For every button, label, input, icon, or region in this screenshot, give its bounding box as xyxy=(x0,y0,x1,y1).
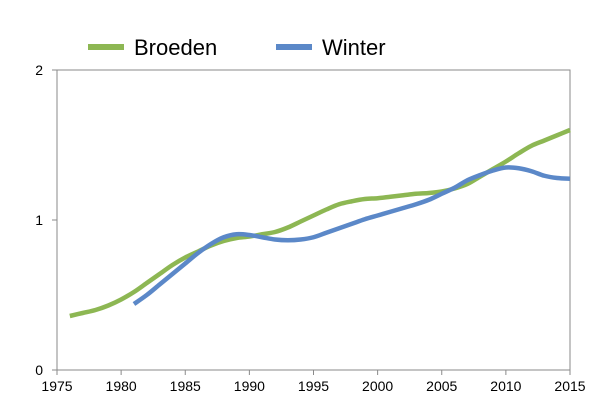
y-tick-label: 1 xyxy=(35,212,43,228)
y-tick-label: 2 xyxy=(35,62,43,78)
series-lines xyxy=(69,127,571,319)
x-tick-label: 2010 xyxy=(490,378,521,394)
x-tick-label: 1985 xyxy=(170,378,201,394)
x-tick-label: 2015 xyxy=(554,378,585,394)
legend-item-winter: Winter xyxy=(276,35,386,60)
x-tick-label: 1995 xyxy=(298,378,329,394)
axes xyxy=(56,69,571,371)
x-tick-label: 1975 xyxy=(41,378,72,394)
y-tick-label: 0 xyxy=(35,362,43,378)
legend-label-winter: Winter xyxy=(322,35,386,60)
legend-item-broeden: Broeden xyxy=(88,35,217,60)
plot-area-frame xyxy=(56,69,571,371)
series-line-broeden xyxy=(69,127,571,319)
legend: Broeden Winter xyxy=(88,35,386,60)
series-line-winter xyxy=(132,165,571,306)
legend-label-broeden: Broeden xyxy=(134,35,217,60)
x-tick-label: 1980 xyxy=(106,378,137,394)
x-tick-label: 1990 xyxy=(234,378,265,394)
x-tick-label: 2005 xyxy=(426,378,457,394)
tick-labels: 1975 1980 1985 1990 1995 2000 2005 2010 2015 0 1 2 xyxy=(35,62,586,394)
x-tick-label: 2000 xyxy=(362,378,393,394)
